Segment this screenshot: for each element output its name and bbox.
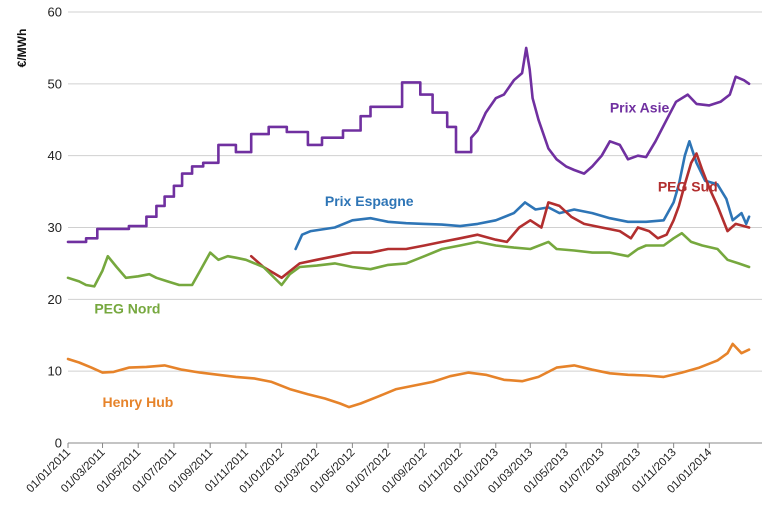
series-label-peg-sud: PEG Sud (658, 179, 718, 195)
series-label-prix-asie: Prix Asie (610, 100, 670, 116)
series-label-peg-nord: PEG Nord (94, 301, 160, 317)
x-axis (67, 443, 710, 448)
y-tick-label: 40 (48, 148, 62, 163)
y-tick-label: 10 (48, 364, 62, 379)
series-line-henry-hub (66, 342, 751, 409)
y-tick-label: 30 (48, 220, 62, 235)
y-tick-label: 20 (48, 292, 62, 307)
series-line-prix-asie (66, 46, 751, 244)
y-tick-label: 0 (55, 436, 62, 451)
gridlines (68, 11, 762, 444)
series-lines (66, 46, 751, 409)
series-label-henry-hub: Henry Hub (103, 394, 174, 410)
y-tick-label: 60 (48, 5, 62, 20)
series-line-peg-nord (66, 231, 751, 288)
x-tick-labels: 01/01/201101/03/201101/05/201101/07/2011… (25, 446, 715, 496)
series-line-peg-sud (249, 152, 751, 280)
series-label-prix-espagne: Prix Espagne (325, 193, 414, 209)
series-labels: Prix Asie Prix Espagne PEG Sud PEG Nord Henr… (94, 100, 717, 411)
y-axis-label: €/MWh (15, 29, 29, 68)
y-tick-labels: 0 10 20 30 40 50 60 (48, 5, 62, 451)
y-tick-label: 50 (48, 76, 62, 91)
